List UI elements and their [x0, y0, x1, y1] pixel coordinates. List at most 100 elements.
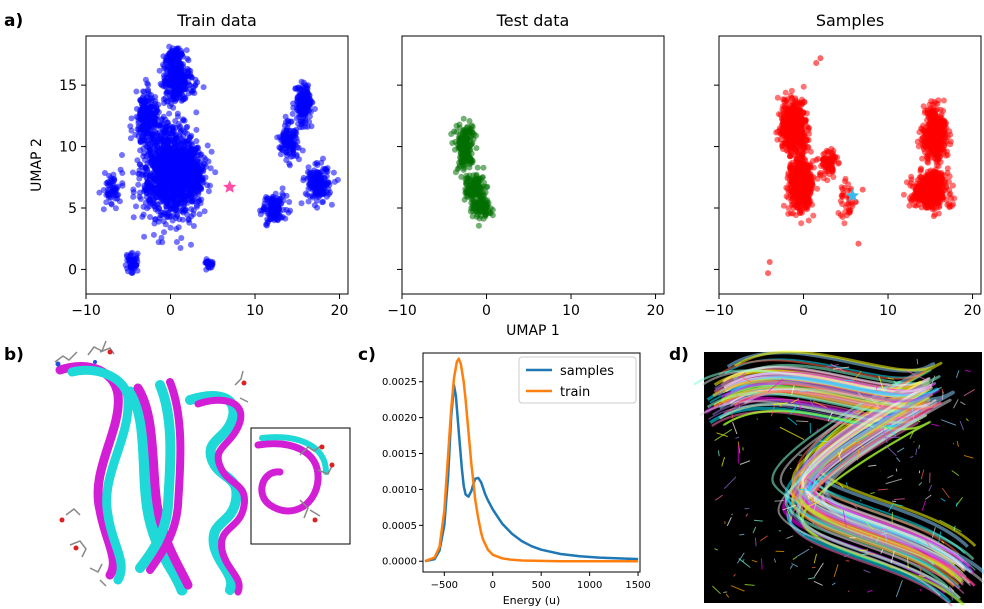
scatter-point — [306, 118, 313, 125]
scatter-point — [180, 163, 186, 170]
scatter-point — [928, 154, 935, 161]
scatter-point — [261, 208, 268, 215]
scatter-point — [828, 158, 835, 165]
scatter-point — [128, 115, 135, 122]
scatter-point — [452, 146, 458, 153]
scatter-point — [147, 133, 154, 140]
scatter-point — [293, 115, 300, 122]
scatter-point — [466, 143, 473, 150]
scatter-point — [114, 195, 121, 202]
scatter-point — [107, 194, 114, 201]
scatter-point — [783, 193, 790, 200]
scatter-point — [185, 216, 192, 222]
scatter-point — [169, 149, 176, 156]
scatter-point — [162, 178, 169, 185]
scatter-point — [156, 67, 163, 74]
scatter-point — [196, 211, 203, 218]
scatter-point — [782, 89, 789, 96]
scatter-point — [182, 198, 189, 205]
scatter-point — [175, 60, 182, 67]
scatter-point — [800, 83, 807, 90]
scatter-point — [170, 55, 177, 62]
scatter-point — [311, 169, 317, 176]
scatter-point — [775, 111, 782, 118]
scatter-point — [170, 160, 177, 167]
scatter-point — [933, 158, 940, 165]
scatter-point — [180, 209, 187, 216]
scatter-point — [185, 57, 192, 64]
scatter-point — [158, 82, 165, 89]
scatter-point — [480, 215, 487, 222]
scatter-point — [166, 213, 173, 220]
scatter-point — [809, 201, 816, 208]
scatter-point — [319, 168, 326, 175]
scatter-point — [175, 121, 182, 127]
scatter-point — [185, 79, 192, 86]
scatter-point — [139, 213, 146, 220]
scatter-point — [164, 136, 171, 143]
scatter-point — [787, 92, 794, 99]
y-tick-label: 15 — [59, 78, 77, 94]
scatter-point — [839, 201, 846, 207]
scatter-point — [946, 128, 953, 135]
scatter-point — [264, 195, 271, 202]
scatter-point — [328, 201, 335, 208]
scatter-point — [136, 161, 143, 168]
scatter-point — [126, 259, 133, 266]
plot-frame — [718, 35, 982, 295]
scatter-point — [780, 202, 787, 209]
scatter-point — [144, 93, 151, 100]
scatter-point — [196, 176, 203, 182]
scatter-point — [181, 68, 188, 75]
y-tick-label: 0 — [68, 262, 77, 278]
scatter-point — [168, 74, 175, 81]
scatter-point — [774, 136, 781, 143]
scatter-point — [151, 142, 158, 148]
scatter-point — [310, 185, 317, 192]
scatter-point — [943, 152, 949, 159]
scatter-point — [452, 138, 459, 145]
scatter-point — [776, 125, 783, 132]
scatter-point — [795, 167, 802, 173]
scatter-point — [184, 123, 191, 130]
scatter-point — [807, 148, 814, 155]
scatter-point — [791, 146, 798, 153]
scatter-point — [920, 143, 927, 150]
scatter-point — [272, 190, 279, 197]
scatter-point — [798, 220, 805, 227]
y-tick-label: 10 — [59, 140, 77, 156]
scatter-point — [138, 108, 145, 115]
scatter-point — [169, 193, 176, 200]
scatter-point — [147, 147, 154, 153]
scatter-point — [800, 171, 807, 178]
scatter-point — [835, 210, 842, 216]
scatter-point — [154, 120, 161, 127]
scatter-point — [186, 172, 193, 178]
scatter-point — [280, 197, 287, 204]
scatter-point — [311, 202, 318, 209]
scatter-point — [194, 203, 200, 210]
scatter-point — [296, 101, 303, 108]
scatter-point — [266, 216, 273, 223]
panel-label-c: c) — [358, 345, 376, 365]
scatter-point — [797, 186, 804, 193]
scatter-point — [801, 194, 807, 201]
scatter-point — [933, 147, 940, 154]
scatter-point — [797, 133, 804, 140]
scatter-point — [147, 214, 153, 220]
scatter-point — [785, 172, 792, 179]
scatter-point — [293, 135, 300, 142]
scatter-point — [101, 170, 108, 176]
scatter-point — [456, 159, 463, 166]
scatter-point — [919, 155, 926, 162]
scatter-point — [112, 205, 119, 212]
scatter-point — [137, 147, 144, 154]
scatter-point — [839, 193, 846, 200]
scatter-point — [301, 100, 308, 107]
scatter-point — [468, 156, 475, 163]
scatter-point — [451, 128, 458, 135]
scatter-point — [140, 128, 147, 135]
scatter-point — [298, 200, 305, 207]
scatter-point — [782, 105, 789, 112]
